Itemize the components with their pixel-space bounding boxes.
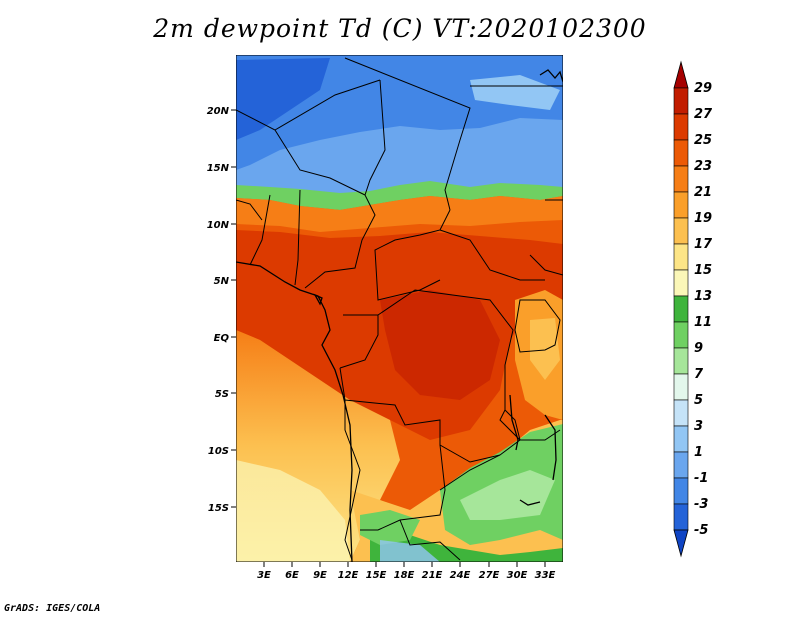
- colorbar-segment: [673, 321, 689, 349]
- colorbar-label: 5: [694, 393, 703, 408]
- lat-tick-15s: 15S: [208, 503, 236, 514]
- lat-tick-15n: 15N: [207, 163, 236, 174]
- colorbar-label: 11: [694, 315, 712, 330]
- colorbar-label: -1: [694, 471, 708, 486]
- lat-label: 15S: [208, 503, 229, 514]
- lon-label: 33E: [535, 570, 556, 581]
- colorbar: 29 27 25 23 21 19 17 15 13 11 9 7 5 3 1 -1 -3 -5: [673, 60, 713, 558]
- lat-label: 5S: [215, 389, 229, 400]
- lon-tick-3e: 3E: [257, 562, 271, 581]
- colorbar-segment: [673, 373, 689, 401]
- colorbar-label: 1: [694, 445, 703, 460]
- lon-label: 3E: [257, 570, 271, 581]
- colorbar-segment: [673, 477, 689, 505]
- lon-tick-21e: 21E: [422, 562, 443, 581]
- colorbar-segment: [673, 243, 689, 271]
- dewpoint-field: [236, 55, 563, 562]
- lon-label: 15E: [366, 570, 387, 581]
- colorbar-segment: [673, 113, 689, 141]
- lon-tick-30e: 30E: [507, 562, 528, 581]
- lat-label: 20N: [207, 106, 230, 117]
- lat-tick-5s: 5S: [215, 389, 236, 400]
- colorbar-label: -3: [694, 497, 708, 512]
- colorbar-label: 21: [694, 185, 712, 200]
- lon-tick-27e: 27E: [479, 562, 500, 581]
- lon-tick-18e: 18E: [394, 562, 415, 581]
- colorbar-segment: [673, 295, 689, 323]
- colorbar-label: 17: [694, 237, 713, 252]
- lat-tick-eq: EQ: [214, 333, 236, 344]
- lon-label: 27E: [479, 570, 500, 581]
- lon-label: 12E: [338, 570, 359, 581]
- lon-label: 9E: [313, 570, 327, 581]
- lon-tick-9e: 9E: [313, 562, 327, 581]
- lon-tick-12e: 12E: [338, 562, 359, 581]
- lat-tick-20n: 20N: [207, 106, 236, 117]
- colorbar-segment: [673, 165, 689, 193]
- colorbar-label: -5: [694, 523, 708, 538]
- lat-label: 10N: [207, 220, 230, 231]
- lon-label: 24E: [450, 570, 471, 581]
- lat-axis: 20N 15N 10N 5N EQ 5S 10S 15S: [207, 106, 236, 514]
- colorbar-label: 29: [694, 81, 712, 96]
- colorbar-segment: [673, 269, 689, 297]
- colorbar-segment: [673, 399, 689, 427]
- colorbar-segment: [673, 451, 689, 479]
- lat-tick-10n: 10N: [207, 220, 236, 231]
- lon-label: 30E: [507, 570, 528, 581]
- lat-tick-5n: 5N: [214, 276, 236, 287]
- lat-tick-10s: 10S: [208, 446, 236, 457]
- lon-tick-15e: 15E: [366, 562, 387, 581]
- lon-label: 18E: [394, 570, 415, 581]
- colorbar-label: 9: [694, 341, 703, 356]
- colorbar-label: 13: [694, 289, 712, 304]
- lat-label: 15N: [207, 163, 230, 174]
- colorbar-label: 7: [694, 367, 704, 382]
- lon-tick-24e: 24E: [450, 562, 471, 581]
- colorbar-label: 15: [694, 263, 712, 278]
- colorbar-segment: [673, 139, 689, 167]
- colorbar-arrow-bottom: [673, 529, 689, 558]
- colorbar-segment: [673, 87, 689, 115]
- colorbar-arrow-top: [673, 60, 689, 89]
- colorbar-segment: [673, 191, 689, 219]
- lat-label: EQ: [214, 333, 230, 344]
- lon-tick-33e: 33E: [535, 562, 556, 581]
- colorbar-label: 19: [694, 211, 712, 226]
- colorbar-segment: [673, 503, 689, 531]
- colorbar-segment: [673, 425, 689, 453]
- lon-label: 21E: [422, 570, 443, 581]
- colorbar-label: 27: [694, 107, 713, 122]
- lon-tick-6e: 6E: [285, 562, 299, 581]
- map-title: 2m dewpoint Td (C) VT:2020102300: [153, 14, 647, 43]
- lat-label: 10S: [208, 446, 229, 457]
- lon-axis: 3E 6E 9E 12E 15E 18E 21E 24E 27E 30E 33E: [257, 562, 556, 581]
- colorbar-label: 25: [694, 133, 712, 148]
- colorbar-segment: [673, 347, 689, 375]
- grads-credit: GrADS: IGES/COLA: [4, 603, 101, 614]
- colorbar-label: 23: [694, 159, 712, 174]
- lon-label: 6E: [285, 570, 299, 581]
- colorbar-label: 3: [694, 419, 703, 434]
- colorbar-segment: [673, 217, 689, 245]
- lat-label: 5N: [214, 276, 230, 287]
